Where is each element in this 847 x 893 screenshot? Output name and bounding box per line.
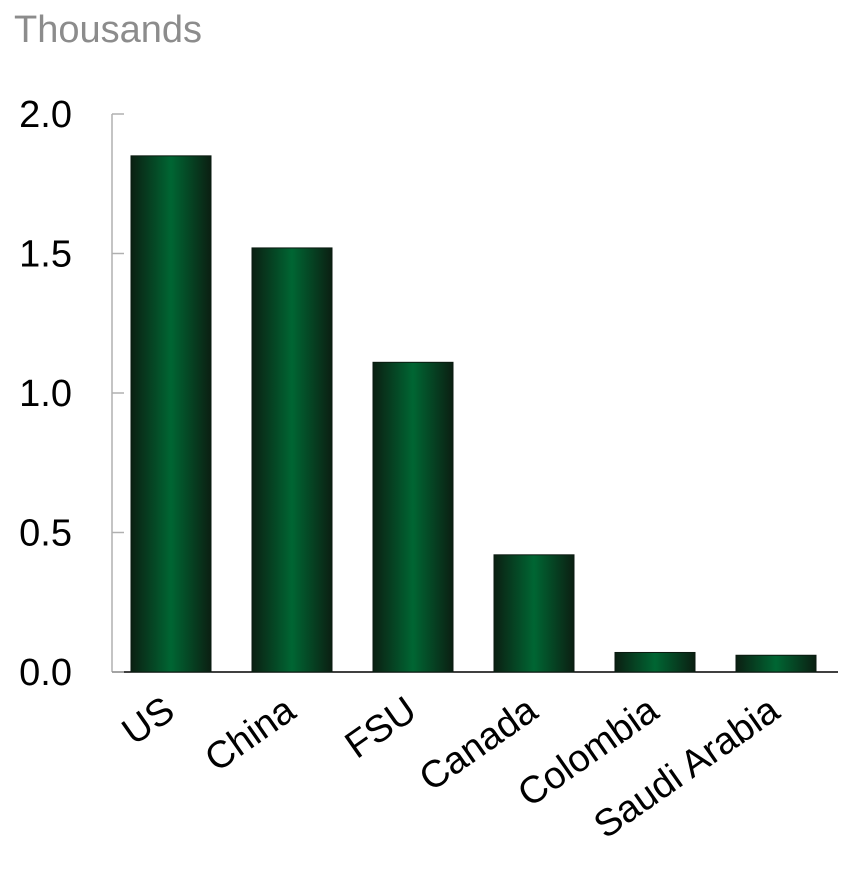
category-label: US [115, 689, 182, 754]
bars [130, 155, 817, 673]
bar-fsu [372, 361, 454, 673]
bar-us [130, 155, 212, 673]
y-tick-labels: 0.0 0.5 1.0 1.5 2.0 [19, 94, 72, 694]
y-tick-label: 0.0 [19, 652, 72, 694]
y-tick-label: 2.0 [19, 94, 72, 136]
bar-canada [493, 554, 575, 673]
bar-colombia [614, 651, 696, 673]
bar-saudi-arabia [735, 654, 817, 673]
category-label: China [198, 688, 304, 780]
y-tick-label: 1.0 [19, 373, 72, 415]
y-tick-label: 0.5 [19, 513, 72, 555]
unit-label: Thousands [14, 9, 202, 51]
axes [111, 113, 838, 673]
bar-china [251, 247, 333, 673]
category-label: FSU [338, 689, 424, 767]
y-tick-label: 1.5 [19, 234, 72, 276]
